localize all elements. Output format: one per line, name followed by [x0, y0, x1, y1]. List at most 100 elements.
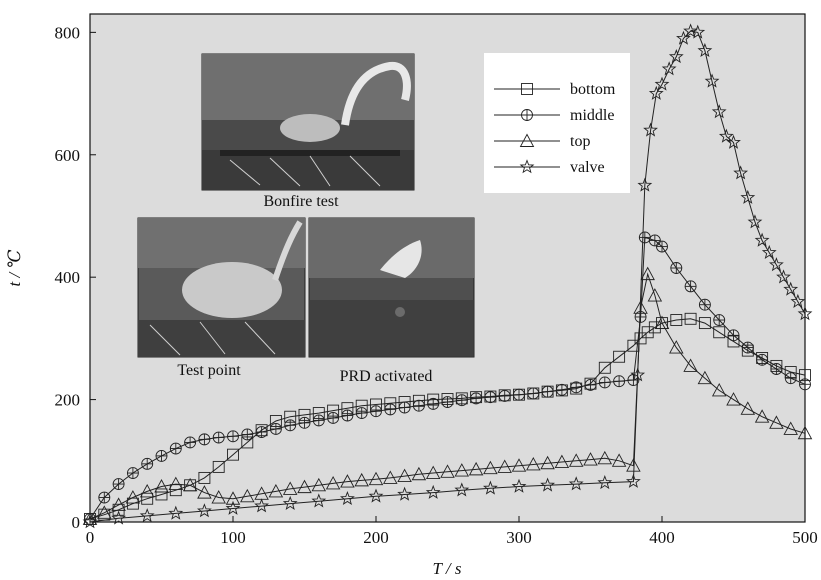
- data-point-middle: [527, 387, 540, 400]
- data-point-valve: [454, 482, 470, 497]
- data-point-middle: [212, 431, 225, 444]
- axis-ticks: 0 100 200 300 400 500 0 200 400 600 800: [55, 23, 818, 547]
- data-point-middle: [98, 491, 111, 504]
- data-point-middle: [141, 457, 154, 470]
- data-point-valve: [797, 306, 813, 321]
- data-point-top: [647, 288, 663, 302]
- series-valve: [82, 23, 813, 529]
- data-point-valve: [139, 508, 155, 523]
- data-point-bottom: [227, 448, 239, 461]
- data-point-valve: [761, 244, 777, 259]
- data-point-top: [468, 461, 484, 476]
- data-point-valve: [718, 128, 734, 143]
- data-point-middle: [498, 389, 511, 402]
- x-tick-label: 100: [220, 528, 246, 547]
- data-point-valve: [197, 503, 212, 518]
- data-point-middle: [656, 240, 668, 253]
- data-point-valve: [790, 293, 806, 308]
- data-point-top: [268, 483, 284, 498]
- data-point-valve: [711, 104, 727, 119]
- data-point-middle: [169, 442, 182, 455]
- x-tick-label: 400: [649, 528, 675, 547]
- data-point-top: [526, 457, 541, 471]
- data-point-middle: [355, 407, 368, 420]
- data-point-middle: [269, 423, 282, 435]
- inset-bonfire-caption: Bonfire test: [263, 193, 339, 210]
- series-line-top: [89, 272, 806, 520]
- x-tick-label: 500: [792, 528, 818, 547]
- data-point-middle: [713, 314, 726, 326]
- data-point-valve: [540, 477, 556, 492]
- data-point-valve: [168, 505, 184, 520]
- data-point-middle: [670, 262, 683, 274]
- data-point-valve: [397, 486, 413, 501]
- data-point-valve: [597, 475, 613, 490]
- data-point-top: [740, 401, 756, 415]
- data-point-top: [540, 455, 555, 470]
- data-point-top: [697, 370, 713, 385]
- data-point-valve: [783, 281, 799, 296]
- x-axis-label: T / s: [433, 559, 462, 578]
- data-point-top: [139, 483, 155, 498]
- data-point-middle: [784, 372, 797, 385]
- data-point-bottom: [713, 326, 726, 339]
- data-point-valve: [643, 122, 658, 137]
- data-point-valve: [733, 165, 749, 180]
- data-point-middle: [613, 375, 626, 388]
- y-tick-label: 0: [72, 513, 81, 532]
- data-point-top: [654, 315, 670, 330]
- data-point-middle: [112, 478, 125, 491]
- data-point-middle: [284, 419, 297, 432]
- series-layer: [82, 23, 813, 529]
- data-point-top: [440, 464, 455, 478]
- data-point-top: [640, 266, 655, 281]
- data-point-top: [240, 488, 255, 503]
- x-tick-label: 0: [86, 528, 95, 547]
- data-point-valve: [768, 257, 784, 272]
- data-point-valve: [683, 23, 699, 38]
- data-point-bottom: [634, 332, 647, 345]
- data-point-bottom: [670, 314, 683, 326]
- data-point-top: [368, 471, 384, 486]
- y-tick-label: 600: [55, 146, 81, 165]
- data-point-middle: [770, 363, 783, 375]
- data-point-middle: [638, 231, 651, 244]
- legend-marker-valve: [519, 159, 535, 174]
- legend-label: valve: [570, 159, 605, 176]
- x-tick-label: 200: [363, 528, 389, 547]
- data-point-top: [325, 475, 341, 490]
- data-point-top: [783, 421, 798, 435]
- data-point-valve: [661, 61, 677, 76]
- data-point-middle: [126, 467, 139, 479]
- data-point-bottom: [684, 312, 697, 325]
- data-point-valve: [690, 24, 706, 39]
- series-middle: [84, 231, 811, 525]
- data-point-middle: [327, 412, 340, 424]
- data-point-top: [311, 477, 327, 492]
- data-point-middle: [470, 392, 483, 405]
- legend-label: middle: [570, 107, 614, 124]
- data-point-top: [383, 470, 398, 484]
- data-point-top: [633, 300, 648, 314]
- data-point-bottom: [198, 471, 211, 484]
- data-point-top: [397, 468, 412, 483]
- data-point-middle: [684, 280, 697, 293]
- data-point-valve: [704, 73, 720, 88]
- data-point-middle: [198, 433, 211, 446]
- data-point-middle: [648, 234, 661, 247]
- data-point-valve: [111, 510, 127, 525]
- y-tick-label: 400: [55, 268, 81, 287]
- data-point-bottom: [613, 350, 626, 363]
- inset-prd-caption: PRD activated: [340, 368, 433, 385]
- y-tick-label: 200: [55, 391, 81, 410]
- data-point-top: [97, 505, 112, 519]
- data-point-valve: [340, 490, 355, 506]
- data-point-bottom: [698, 317, 711, 330]
- data-point-top: [340, 474, 355, 488]
- data-point-top: [554, 454, 570, 468]
- data-point-valve: [726, 134, 741, 149]
- data-point-top: [683, 358, 698, 372]
- data-point-top: [197, 485, 212, 499]
- data-point-middle: [584, 378, 597, 391]
